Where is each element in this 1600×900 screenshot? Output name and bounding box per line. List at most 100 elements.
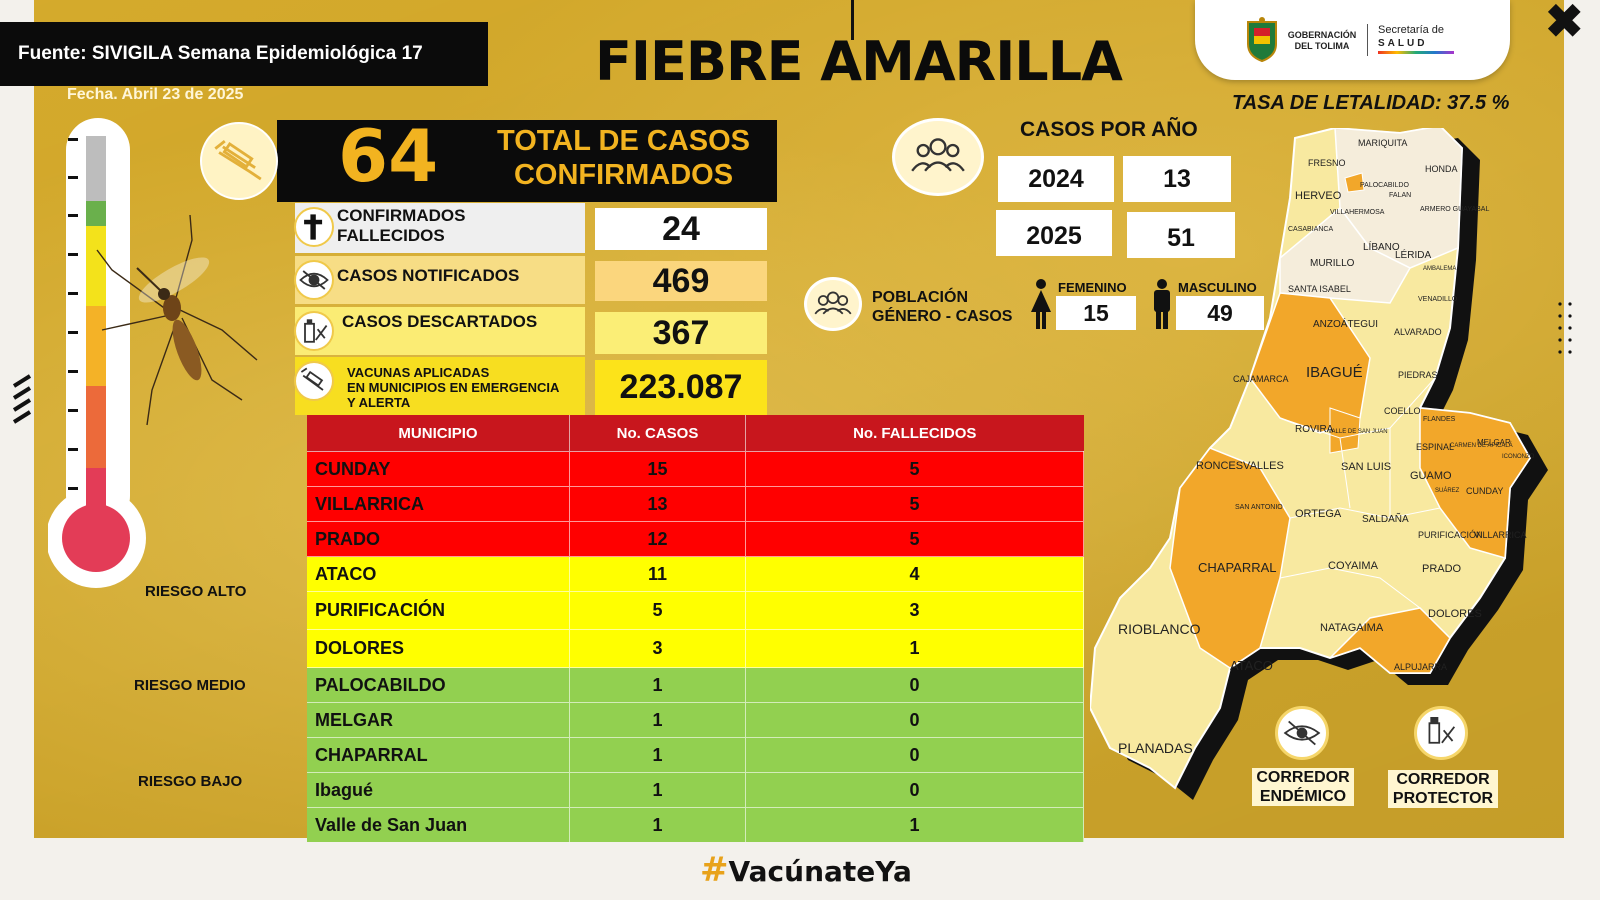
cell-fallecidos: 5 [745, 451, 1084, 487]
decor-stripes [12, 372, 32, 432]
decor-dots [1558, 302, 1572, 354]
map-label: RONCESVALLES [1196, 460, 1284, 472]
map-label: CUNDAY [1466, 486, 1504, 496]
map-label: ANZOÁTEGUI [1313, 319, 1379, 330]
map-label: ICONONZO [1502, 454, 1535, 460]
map-label: DOLORES [1428, 608, 1482, 620]
eye-icon [294, 260, 334, 300]
map-label: HERVEO [1295, 190, 1342, 202]
stat-row-descartados [295, 307, 585, 355]
table-row: Ibagué 1 0 [307, 772, 1084, 808]
map-label: NATAGAIMA [1320, 622, 1384, 634]
map-label: ATACO [1230, 658, 1273, 673]
corredor-protector-label: CORREDOR PROTECTOR [1388, 770, 1498, 808]
map-label: SALDAÑA [1362, 514, 1409, 525]
map-label: ESPINAL [1416, 442, 1455, 452]
stat-value-notificados: 469 [595, 261, 767, 301]
map-label: VENADILLO [1418, 296, 1458, 303]
map-label: IBAGUÉ [1306, 364, 1363, 381]
tolima-shield-icon [1247, 17, 1277, 62]
map-label: CASABIANCA [1288, 226, 1334, 233]
table-row: VILLARRICA 13 5 [307, 486, 1084, 522]
map-label: ARMERO GUAYABAL [1420, 206, 1490, 213]
cell-casos: 1 [569, 737, 746, 773]
cell-municipio: PURIFICACIÓN [307, 591, 570, 630]
gobernacion-logo-text: GOBERNACIÓN DEL TOLIMA [1287, 30, 1357, 51]
cell-municipio: Valle de San Juan [307, 807, 570, 842]
stat-label-descartados: CASOS DESCARTADOS [342, 312, 538, 331]
corredor-endemico-label: CORREDOR ENDÉMICO [1252, 768, 1354, 806]
population-icon [804, 277, 862, 331]
cell-casos: 3 [569, 629, 746, 668]
table-row: Valle de San Juan 1 1 [307, 807, 1084, 842]
map-label: LÍBANO [1363, 242, 1400, 253]
poblacion-label: POBLACIÓN GÉNERO - CASOS [872, 289, 1013, 325]
map-label: SUÁREZ [1435, 488, 1460, 494]
map-label: PURIFICACIÓN [1418, 530, 1483, 540]
cell-fallecidos: 0 [745, 737, 1084, 773]
cell-casos: 13 [569, 486, 746, 522]
stat-value-descartados: 367 [595, 312, 767, 354]
map-label: FLANDES [1423, 416, 1456, 423]
stat-row-notificados [295, 256, 585, 304]
map-label: CHAPARRAL [1198, 560, 1277, 575]
municipios-table: MUNICIPIO No. CASOS No. FALLECIDOS CUNDA… [307, 415, 1084, 842]
stat-row-fallecidos [295, 203, 585, 253]
map-label: SAN ANTONIO [1235, 504, 1283, 511]
vial-icon [294, 311, 334, 351]
stat-row-vacunas [295, 357, 585, 415]
male-icon [1147, 278, 1177, 330]
map-label: SANTA ISABEL [1288, 284, 1351, 294]
table-row: PALOCABILDO 1 0 [307, 667, 1084, 703]
year-2025-label: 2025 [996, 210, 1112, 256]
map-label: ROVIRA [1295, 424, 1334, 435]
close-icon[interactable]: ✖ [1545, 0, 1584, 47]
hashtag-vacunateya: #VacúnateYa [700, 850, 912, 890]
header-casos: No. CASOS [569, 415, 746, 452]
map-label: SAN LUIS [1341, 461, 1392, 473]
table-row: PRADO 12 5 [307, 521, 1084, 557]
map-label: VILLAHERMOSA [1330, 209, 1385, 216]
header-municipio: MUNICIPIO [307, 415, 570, 452]
cell-casos: 12 [569, 521, 746, 557]
cell-municipio: CUNDAY [307, 451, 570, 487]
map-label: PIEDRAS [1398, 370, 1438, 380]
cell-municipio: DOLORES [307, 629, 570, 668]
table-row: CHAPARRAL 1 0 [307, 737, 1084, 773]
header-fallecidos: No. FALLECIDOS [745, 415, 1084, 452]
stat-value-fallecidos: 24 [595, 208, 767, 250]
map-label: RIOBLANCO [1118, 621, 1201, 637]
map-label: FRESNO [1308, 158, 1346, 168]
map-label: PRADO [1422, 563, 1462, 575]
syringe-small-icon [294, 361, 334, 401]
cross-icon [294, 207, 334, 247]
corredor-protector-icon [1414, 706, 1468, 760]
cell-casos: 15 [569, 451, 746, 487]
map-label: GUAMO [1410, 470, 1452, 482]
mosquito-icon [96, 214, 258, 426]
riesgo-alto-label: RIESGO ALTO [145, 583, 247, 600]
cell-municipio: PRADO [307, 521, 570, 557]
map-label: MELGAR [1477, 438, 1511, 447]
female-icon [1026, 278, 1056, 330]
map-label: LÉRIDA [1395, 250, 1432, 261]
year-2024-label: 2024 [998, 156, 1114, 202]
femenino-value: 15 [1056, 296, 1136, 330]
cell-fallecidos: 1 [745, 629, 1084, 668]
map-label: ALVARADO [1394, 327, 1442, 337]
map-label: COELLO [1384, 406, 1421, 416]
cell-municipio: VILLARRICA [307, 486, 570, 522]
map-label: COYAIMA [1328, 560, 1378, 572]
map-label: PLANADAS [1118, 740, 1193, 756]
map-label: PALOCABILDO [1360, 182, 1409, 189]
table-row: CUNDAY 15 5 [307, 451, 1084, 487]
cell-municipio: ATACO [307, 556, 570, 592]
cell-casos: 1 [569, 702, 746, 738]
stat-label-notificados: CASOS NOTIFICADOS [337, 266, 520, 285]
group-icon [892, 118, 984, 196]
map-label: ALPUJARRA [1394, 662, 1448, 672]
cell-casos: 1 [569, 807, 746, 842]
cell-fallecidos: 5 [745, 521, 1084, 557]
cell-casos: 11 [569, 556, 746, 592]
cell-fallecidos: 0 [745, 667, 1084, 703]
